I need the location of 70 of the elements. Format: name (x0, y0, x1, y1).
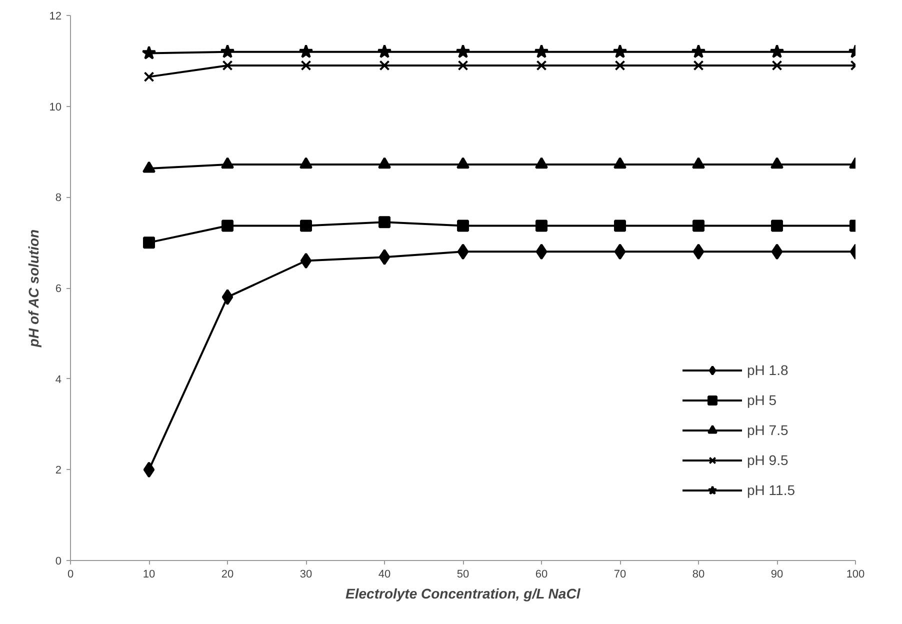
point (457, 244, 469, 260)
point (614, 60, 626, 71)
point (771, 220, 783, 232)
point (143, 462, 155, 478)
point (300, 252, 312, 269)
point (300, 157, 312, 169)
x-tick-label: 40 (378, 568, 391, 580)
point (222, 220, 234, 232)
point (378, 157, 391, 169)
x-tick-label: 70 (614, 568, 626, 580)
x-tick-label: 50 (456, 568, 470, 580)
point (221, 157, 234, 169)
x-tick-label: 100 (846, 568, 865, 580)
point (143, 236, 155, 249)
legend-label: pH 7.5 (747, 422, 788, 438)
point (144, 72, 154, 82)
y-tick-label: 4 (55, 374, 62, 386)
point (534, 44, 549, 58)
y-tick-label: 8 (55, 192, 62, 204)
point (456, 157, 470, 169)
point (536, 244, 548, 260)
point (378, 216, 390, 228)
point (536, 60, 547, 71)
point (770, 157, 784, 169)
x-axis-title: Electrolyte Concentration, g/L NaCl (346, 586, 582, 602)
x-tick-label: 80 (692, 568, 705, 580)
legend-label: pH 1.8 (747, 362, 788, 378)
point (379, 60, 390, 71)
y-axis-title: pH of AC solution (25, 229, 42, 348)
point (614, 244, 626, 260)
point (220, 44, 235, 58)
point (536, 220, 548, 232)
x-tick-label: 0 (67, 568, 74, 580)
point (377, 44, 392, 58)
y-tick-label: 10 (49, 101, 62, 114)
point (300, 220, 312, 232)
point (457, 220, 469, 232)
legend-label: pH 9.5 (747, 452, 788, 468)
y-tick-label: 0 (55, 556, 62, 568)
point (456, 44, 470, 58)
y-tick-label: 6 (55, 283, 62, 295)
legend-label: pH 5 (747, 392, 777, 408)
point (692, 220, 704, 232)
y-tick-label: 2 (55, 464, 62, 477)
point (222, 60, 233, 71)
point (300, 60, 312, 71)
point (692, 244, 704, 260)
point (691, 44, 706, 58)
point (142, 161, 156, 173)
point (693, 60, 704, 71)
x-tick-label: 90 (770, 568, 784, 580)
point (614, 157, 626, 169)
point (535, 157, 548, 169)
legend-label: pH 11.5 (747, 482, 795, 498)
point (612, 44, 628, 58)
point (614, 220, 626, 232)
point (770, 44, 784, 58)
x-tick-label: 10 (142, 568, 156, 580)
x-tick-label: 20 (221, 568, 234, 580)
point (298, 44, 314, 58)
point (771, 244, 783, 260)
point (772, 60, 782, 71)
point (222, 289, 234, 306)
point (458, 60, 468, 71)
point (378, 249, 390, 266)
point (142, 46, 156, 60)
point (692, 157, 705, 169)
y-tick-label: 12 (49, 10, 62, 22)
x-tick-label: 60 (535, 568, 548, 580)
x-tick-label: 30 (300, 568, 312, 580)
